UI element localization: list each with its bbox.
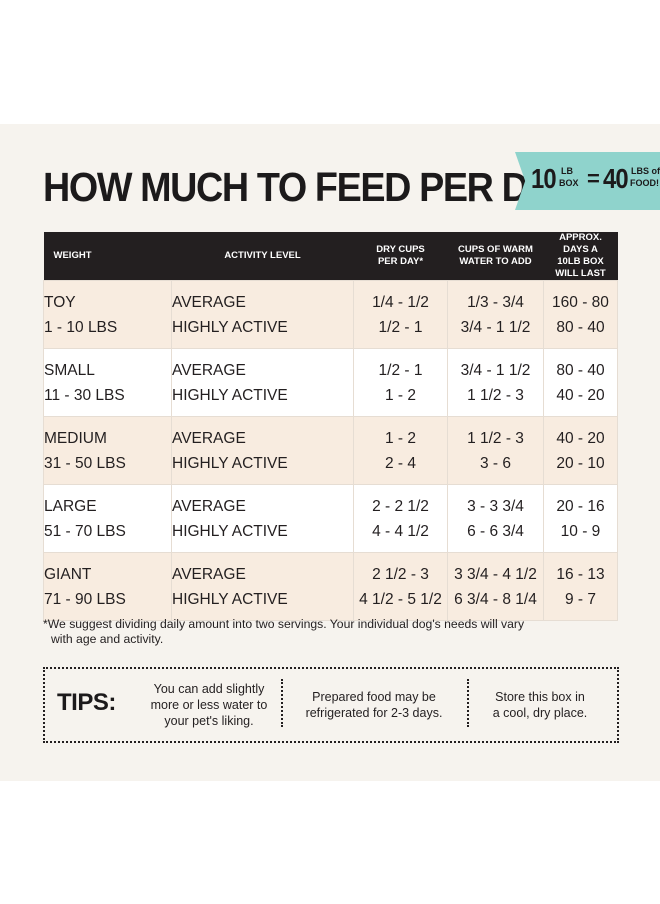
- tip-refrigerate: Prepared food may be refrigerated for 2-3…: [305, 690, 443, 720]
- box-unit-bottom: BOX: [559, 178, 579, 188]
- activity-levels: AVERAGE HIGHLY ACTIVE: [171, 348, 354, 417]
- feeding-table: WEIGHT ACTIVITY LEVEL DRY CUPS PER DAY* C…: [43, 232, 618, 621]
- equals-sign: =: [587, 166, 600, 191]
- table-row: LARGE 51 - 70 LBS AVERAGE HIGHLY ACTIVE 2 …: [43, 484, 618, 553]
- tip-storage: Store this box in a cool, dry place.: [492, 690, 588, 720]
- weight-class: SMALL 11 - 30 LBS: [43, 348, 172, 417]
- table-row: TOY 1 - 10 LBS AVERAGE HIGHLY ACTIVE 1/4 -…: [43, 280, 618, 349]
- table-row: GIANT 71 - 90 LBS AVERAGE HIGHLY ACTIVE 2 …: [43, 552, 618, 621]
- table-header-row: WEIGHT ACTIVITY LEVEL DRY CUPS PER DAY* C…: [43, 232, 618, 281]
- tip-water: You can add slightly more or less water t…: [150, 682, 268, 728]
- days-last: 20 - 16 10 - 9: [543, 484, 618, 553]
- tips-box: TIPS: You can add slightly more or less w…: [43, 667, 619, 743]
- header-days: APPROX. DAYS A 10LB BOX WILL LAST: [543, 232, 618, 281]
- activity-levels: AVERAGE HIGHLY ACTIVE: [171, 416, 354, 485]
- weight-class: TOY 1 - 10 LBS: [43, 280, 172, 349]
- activity-levels: AVERAGE HIGHLY ACTIVE: [171, 484, 354, 553]
- food-unit-bottom: FOOD!: [630, 178, 659, 188]
- serving-footnote: *We suggest dividing daily amount into t…: [43, 617, 525, 646]
- activity-levels: AVERAGE HIGHLY ACTIVE: [171, 280, 354, 349]
- days-last: 80 - 40 40 - 20: [543, 348, 618, 417]
- table-row: SMALL 11 - 30 LBS AVERAGE HIGHLY ACTIVE 1/…: [43, 348, 618, 417]
- weight-class: MEDIUM 31 - 50 LBS: [43, 416, 172, 485]
- header-activity: ACTIVITY LEVEL: [171, 232, 354, 281]
- water-cups: 1/3 - 3/4 3/4 - 1 1/2: [447, 280, 544, 349]
- activity-levels: AVERAGE HIGHLY ACTIVE: [171, 552, 354, 621]
- box-yield-badge: 10 LB BOX = 40 LBS of FOOD!: [515, 152, 660, 210]
- tips-divider: [281, 679, 283, 727]
- box-unit-top: LB: [561, 166, 573, 176]
- dry-cups: 1/4 - 1/2 1/2 - 1: [353, 280, 448, 349]
- tips-label: TIPS:: [57, 689, 116, 716]
- water-cups: 3 3/4 - 4 1/2 6 3/4 - 8 1/4: [447, 552, 544, 621]
- header-dry-cups: DRY CUPS PER DAY*: [353, 232, 448, 281]
- page-title: HOW MUCH TO FEED PER DAY: [43, 164, 575, 210]
- water-cups: 3 - 3 3/4 6 - 6 3/4: [447, 484, 544, 553]
- food-unit-top: LBS of: [631, 166, 660, 176]
- table-row: MEDIUM 31 - 50 LBS AVERAGE HIGHLY ACTIVE 1…: [43, 416, 618, 485]
- days-last: 16 - 13 9 - 7: [543, 552, 618, 621]
- days-last: 160 - 80 80 - 40: [543, 280, 618, 349]
- header-water: CUPS OF WARM WATER TO ADD: [447, 232, 544, 281]
- weight-class: LARGE 51 - 70 LBS: [43, 484, 172, 553]
- tips-divider: [467, 679, 469, 727]
- water-cups: 3/4 - 1 1/2 1 1/2 - 3: [447, 348, 544, 417]
- box-weight-number: 10: [531, 163, 557, 194]
- weight-class: GIANT 71 - 90 LBS: [43, 552, 172, 621]
- food-weight-number: 40: [603, 163, 629, 194]
- dry-cups: 2 - 2 1/2 4 - 4 1/2: [353, 484, 448, 553]
- days-last: 40 - 20 20 - 10: [543, 416, 618, 485]
- header-weight: WEIGHT: [43, 232, 172, 281]
